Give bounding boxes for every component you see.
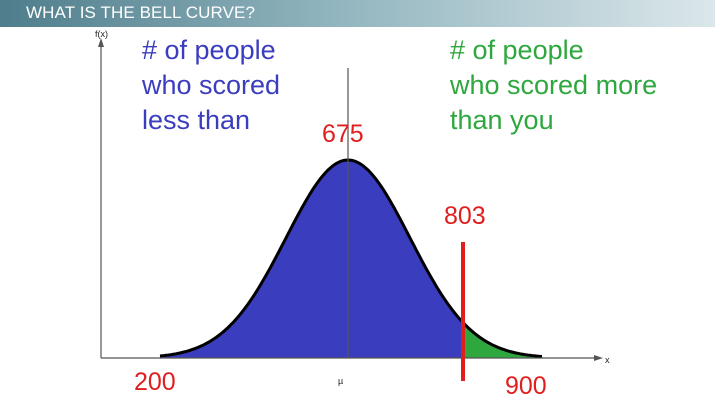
peak-value-label: 675 <box>322 120 364 149</box>
x-axis-label: x <box>605 355 610 365</box>
mean-symbol: µ <box>338 376 343 386</box>
below-line-2: who scored <box>142 68 280 103</box>
below-score-area <box>160 160 543 358</box>
y-axis-label: f(x) <box>95 29 108 39</box>
above-line-3: than you <box>450 103 657 138</box>
above-line-2: who scored more <box>450 68 657 103</box>
below-line-3: less than <box>142 103 280 138</box>
below-score-annotation: # of people who scored less than <box>142 33 280 138</box>
max-value-label: 900 <box>505 372 547 401</box>
below-line-1: # of people <box>142 33 280 68</box>
above-score-annotation: # of people who scored more than you <box>450 33 657 138</box>
marker-value-label: 803 <box>444 202 486 231</box>
min-value-label: 200 <box>134 368 176 397</box>
y-axis-arrow <box>98 38 104 47</box>
above-line-1: # of people <box>450 33 657 68</box>
x-axis-arrow <box>594 355 603 361</box>
